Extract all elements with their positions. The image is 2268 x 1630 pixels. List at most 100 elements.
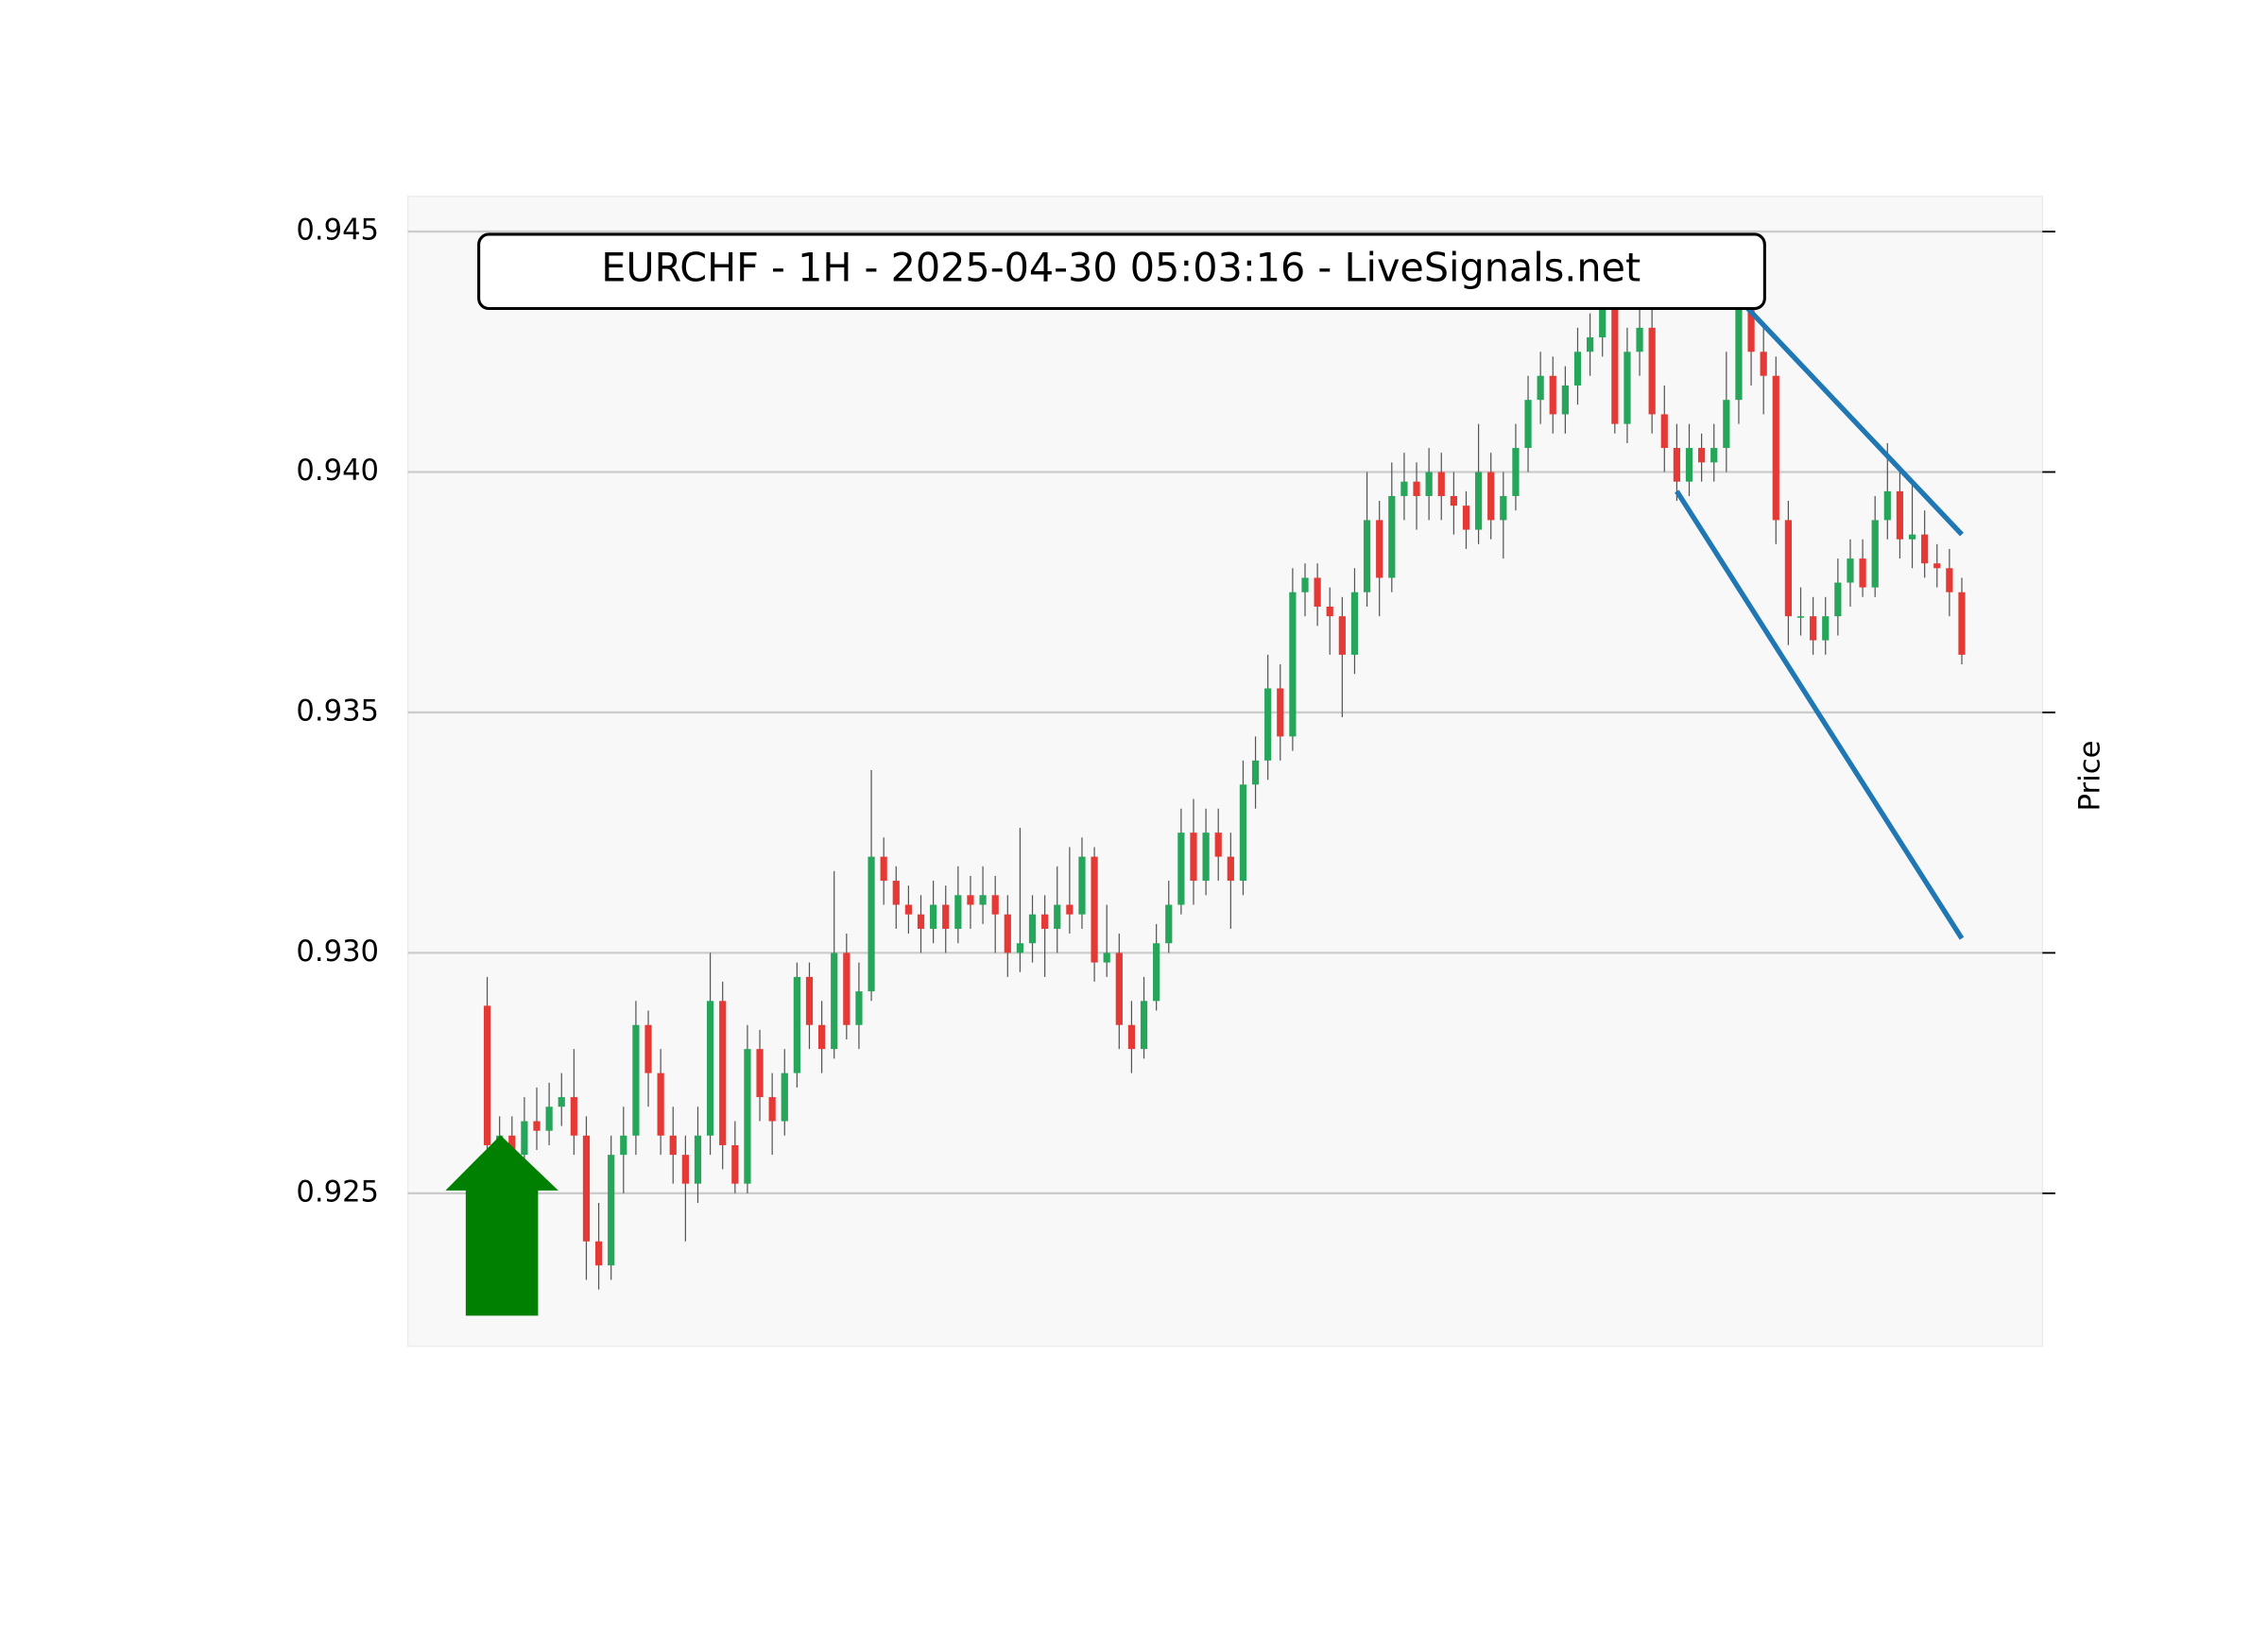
candle-body [608, 1155, 615, 1266]
candle-body [768, 1097, 776, 1122]
candle-body [1363, 520, 1371, 592]
title-box [477, 232, 1766, 311]
y-tick-label: 0.945 [296, 214, 379, 248]
candle-body [1810, 616, 1817, 641]
candle-body [904, 904, 912, 915]
candle-body [1450, 495, 1457, 506]
candle-body [1624, 352, 1631, 424]
candle-body [1004, 914, 1011, 953]
candle-body [1487, 472, 1495, 521]
candle-body [1847, 558, 1854, 583]
candle-body [1611, 303, 1619, 424]
candle-body [483, 1005, 491, 1145]
candle-body [1202, 832, 1210, 882]
y-tick-label: 0.935 [296, 695, 379, 728]
candle-body [1078, 856, 1086, 915]
candle-body [756, 1049, 764, 1098]
candle-body [1462, 506, 1470, 530]
candle-body [1289, 592, 1297, 737]
candle-body [1376, 520, 1383, 578]
candle-body [843, 952, 850, 1025]
candle-body [831, 952, 838, 1050]
candle-body [594, 1241, 603, 1266]
candle-body [669, 1135, 677, 1156]
candle-body [731, 1144, 739, 1184]
candle-body [508, 1135, 516, 1156]
candle-body [1549, 375, 1556, 415]
candle-body [1710, 448, 1718, 463]
candle-body [1177, 832, 1185, 905]
candle-body [1190, 832, 1197, 882]
candle-body [1908, 534, 1916, 540]
candle-body [719, 1001, 727, 1145]
candle-body [620, 1135, 627, 1156]
candle-body [1822, 616, 1830, 641]
candle-body [1859, 558, 1866, 588]
chart-title: EURCHF - 1H - 2025-04-30 05:03:16 - Live… [601, 245, 1641, 290]
candle-body [1474, 472, 1483, 530]
candle-body [1698, 448, 1706, 463]
candle-body [1425, 472, 1433, 496]
candle-body [1400, 481, 1408, 496]
candle-body [1140, 1001, 1148, 1050]
candle-body [892, 881, 900, 905]
candle-body [1041, 914, 1049, 929]
candle-body [1834, 582, 1842, 617]
candle-body [991, 895, 999, 915]
candle-body [1251, 760, 1260, 785]
candle-body [1350, 592, 1359, 655]
candle-body [1648, 327, 1656, 415]
candle-body [1277, 688, 1284, 737]
candle-body [1066, 904, 1074, 915]
candle-body [521, 1121, 528, 1156]
candle-body [1388, 495, 1396, 578]
y-tick-label: 0.925 [296, 1175, 379, 1209]
candle-body [632, 1024, 640, 1136]
candle-body [1239, 784, 1247, 882]
candle-body [1091, 856, 1098, 963]
candle-body [1127, 1024, 1136, 1050]
candle-body [1946, 568, 1953, 592]
trend-line [1675, 489, 1965, 940]
candle-body [570, 1097, 577, 1136]
candle-body [1723, 400, 1730, 449]
candle-body [930, 904, 937, 929]
plot-area [406, 196, 2043, 1347]
candle-body [1227, 856, 1234, 882]
candle-body [1636, 327, 1643, 352]
candle-body [1338, 616, 1346, 655]
candle-body [979, 895, 987, 905]
candle-body [1016, 943, 1024, 953]
candle-body [1413, 481, 1420, 496]
candle-body [1165, 904, 1173, 944]
candle-body [1326, 607, 1333, 617]
trend-line [1737, 297, 1964, 537]
candle-body [1660, 414, 1668, 449]
candle-body [1784, 520, 1793, 617]
candle-body [781, 1072, 788, 1122]
y-tick-label: 0.930 [296, 935, 379, 969]
candle-body [1103, 952, 1110, 963]
candle-body [1896, 490, 1904, 540]
candle-body [1933, 563, 1941, 569]
candle-body [681, 1155, 689, 1184]
candle-body [1735, 303, 1743, 401]
candle-body [855, 991, 863, 1025]
signal-arrow [445, 1135, 558, 1316]
candle-body [917, 914, 925, 929]
candle-body [880, 856, 887, 882]
candle-body [1500, 495, 1507, 521]
candle-body [545, 1107, 553, 1131]
candle-body [793, 976, 800, 1073]
candle-body [706, 1001, 714, 1136]
candle-body [1772, 375, 1779, 521]
candle-body [1028, 914, 1037, 944]
y-tick-label: 0.940 [296, 455, 379, 488]
candle-body [868, 856, 875, 992]
candle-body [1685, 448, 1693, 482]
candle-body [558, 1097, 565, 1107]
candle-body [817, 1024, 826, 1050]
candle-body [967, 895, 974, 905]
candle-body [1673, 448, 1680, 482]
